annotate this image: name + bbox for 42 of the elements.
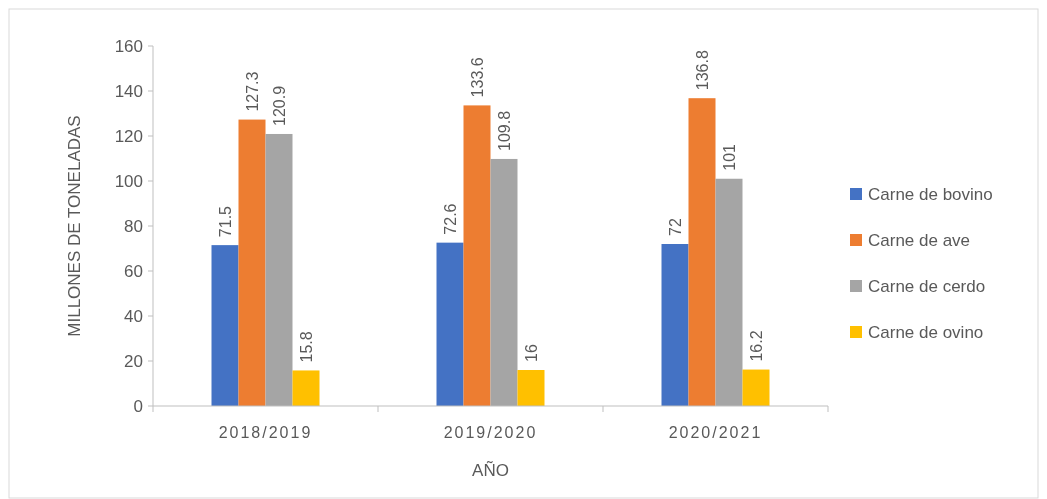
bar bbox=[211, 245, 239, 406]
data-label: 16.2 bbox=[748, 330, 765, 362]
y-tick-label: 140 bbox=[114, 81, 143, 101]
x-tick-label: 2020/2021 bbox=[668, 424, 763, 441]
bar bbox=[688, 98, 716, 406]
y-tick-label: 160 bbox=[114, 36, 143, 56]
bar bbox=[436, 242, 464, 406]
legend-label: Carne de ovino bbox=[868, 322, 984, 342]
data-label: 133.6 bbox=[469, 57, 486, 98]
y-tick-label: 0 bbox=[133, 396, 143, 416]
bar bbox=[292, 370, 320, 406]
data-label: 120.9 bbox=[271, 85, 288, 126]
legend-label: Carne de cerdo bbox=[868, 276, 986, 296]
y-tick-label: 60 bbox=[124, 261, 143, 281]
data-label: 71.5 bbox=[217, 205, 234, 238]
data-label: 136.8 bbox=[694, 50, 711, 91]
legend-label: Carne de ave bbox=[868, 230, 971, 250]
y-tick-label: 120 bbox=[114, 126, 143, 146]
y-tick-label: 40 bbox=[124, 306, 143, 326]
y-tick-label: 20 bbox=[124, 351, 143, 371]
data-label: 16 bbox=[523, 344, 540, 362]
x-tick-label: 2019/2020 bbox=[443, 424, 538, 441]
bar bbox=[238, 119, 266, 406]
y-axis-title: MILLONES DE TONELADAS bbox=[65, 115, 84, 337]
x-axis-title: AÑO bbox=[472, 461, 509, 480]
bar bbox=[661, 244, 689, 406]
data-label: 72.6 bbox=[442, 203, 459, 235]
data-label: 127.3 bbox=[244, 71, 261, 112]
bar bbox=[463, 105, 491, 406]
data-label: 72 bbox=[667, 218, 684, 236]
bar bbox=[490, 158, 518, 406]
bar bbox=[715, 178, 743, 406]
bar bbox=[517, 370, 545, 406]
legend-label: Carne de bovino bbox=[868, 184, 993, 204]
data-label: 101 bbox=[721, 143, 738, 171]
data-label: 15.8 bbox=[298, 331, 315, 363]
x-tick-label: 2018/2019 bbox=[218, 424, 313, 441]
bar bbox=[265, 133, 293, 406]
y-tick-label: 100 bbox=[114, 171, 143, 191]
data-label: 109.8 bbox=[496, 110, 513, 151]
y-tick-label: 80 bbox=[124, 216, 143, 236]
bar bbox=[742, 369, 770, 406]
